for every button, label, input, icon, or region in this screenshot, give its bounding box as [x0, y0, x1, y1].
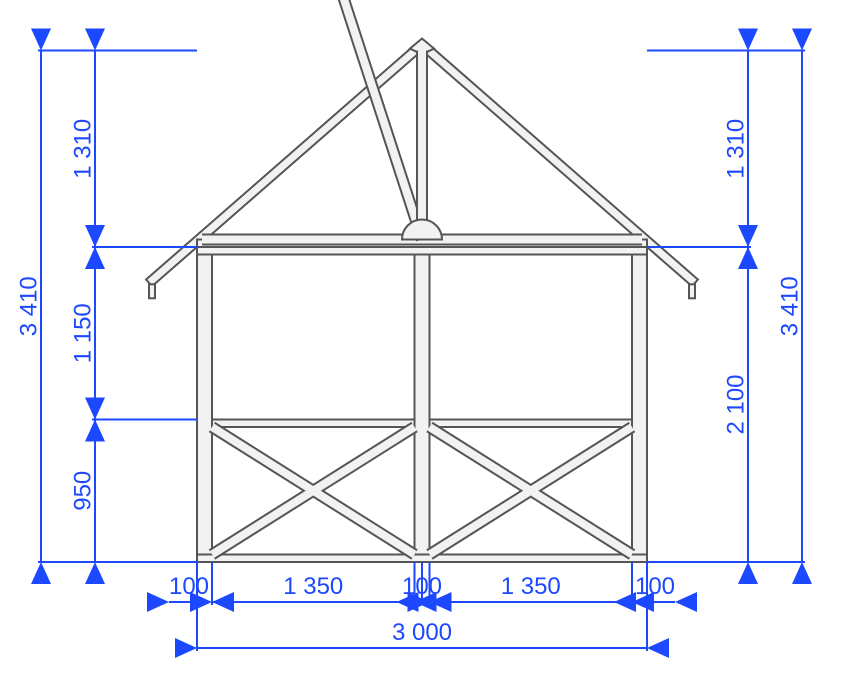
- dim-1350: 1 350: [283, 573, 343, 600]
- dim-3410-left: 3 410: [16, 276, 43, 336]
- dim-2100: 2 100: [723, 374, 750, 434]
- dim-1150: 1 150: [70, 303, 97, 363]
- dim-1310-left: 1 310: [70, 119, 97, 179]
- gazebo-elevation: [146, 0, 698, 562]
- dim-1310-right: 1 310: [723, 119, 750, 179]
- dim-100: 100: [402, 573, 442, 600]
- dim-1350: 1 350: [501, 573, 561, 600]
- dim-3000: 3 000: [392, 619, 452, 646]
- dim-100: 100: [635, 573, 675, 600]
- dim-100: 100: [169, 573, 209, 600]
- dim-3410-right: 3 410: [777, 276, 804, 336]
- technical-drawing: 3 410 1 310 1 150 950 1 310 2 100 3 410 100 1 35…: [0, 0, 847, 677]
- dim-950: 950: [70, 471, 97, 511]
